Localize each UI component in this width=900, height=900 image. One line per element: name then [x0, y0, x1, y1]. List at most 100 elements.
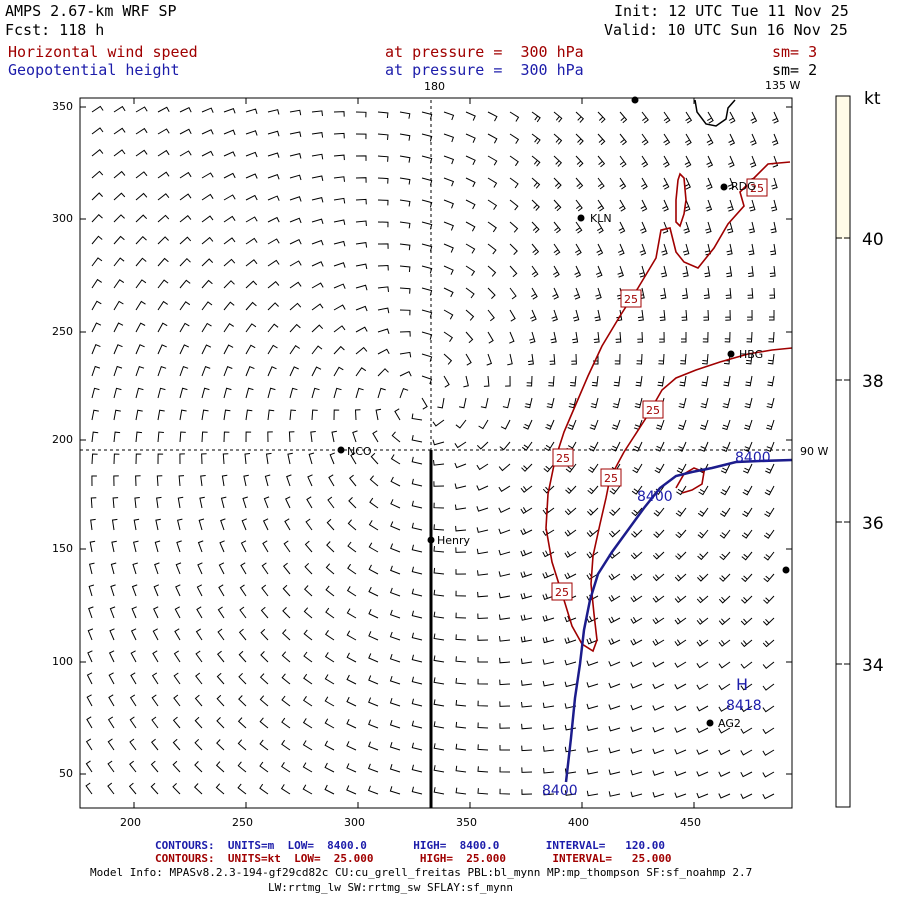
wind-barb	[421, 199, 433, 208]
wind-barb	[86, 716, 93, 729]
wind-barb	[346, 763, 357, 773]
wind-barb	[157, 365, 167, 377]
wind-barb	[455, 569, 467, 575]
wind-barb	[520, 507, 533, 514]
wind-barb	[487, 133, 498, 144]
wind-barb	[639, 265, 646, 278]
wind-barb	[608, 682, 621, 689]
wind-barb	[389, 764, 401, 773]
field2-smoothing: sm= 2	[772, 61, 818, 79]
wind-barb	[151, 672, 159, 685]
wind-barb	[487, 155, 498, 166]
wind-barb	[742, 485, 753, 496]
wind-barb	[564, 746, 577, 753]
wind-barb	[463, 375, 469, 388]
wind-barb	[259, 739, 269, 751]
wind-barb	[682, 243, 690, 256]
plot-frame	[79, 97, 793, 809]
wind-barb	[630, 595, 643, 603]
wind-contour-label: 25	[551, 582, 573, 601]
wind-barb	[542, 636, 555, 644]
wind-barb	[346, 652, 357, 663]
wind-barb	[91, 213, 103, 223]
wind-barb	[498, 528, 511, 535]
wind-barb	[333, 283, 346, 289]
contour-info-height: CONTOURS: UNITS=m LOW= 8400.0 HIGH= 8400…	[155, 839, 665, 852]
wind-barb	[197, 540, 204, 553]
wind-barb	[432, 419, 445, 427]
wind-barb	[237, 761, 247, 773]
forecast-hour: Fcst: 118 h	[5, 21, 105, 39]
wind-barb	[331, 430, 337, 443]
wind-barb	[377, 264, 389, 271]
wind-barb	[311, 324, 324, 333]
wind-barb	[262, 540, 269, 553]
wind-barb	[377, 155, 389, 162]
wind-barb	[509, 199, 519, 211]
wind-barb	[455, 699, 467, 707]
wind-barb	[455, 743, 467, 751]
wind-barb	[674, 749, 687, 755]
wind-barb	[771, 133, 779, 146]
height-contours	[564, 458, 793, 783]
wind-barb	[368, 675, 379, 685]
wind-barb	[674, 617, 687, 625]
wind-barb	[637, 309, 644, 322]
wind-barb	[311, 261, 324, 267]
wind-barb	[289, 260, 302, 267]
wind-barb	[520, 485, 533, 493]
coastline	[694, 99, 736, 127]
wind-barb	[696, 661, 709, 669]
wind-barb	[283, 540, 291, 553]
wind-barb	[355, 367, 367, 377]
station-label-kln: KLN	[590, 212, 612, 225]
wind-barb	[476, 463, 489, 471]
wind-barb	[368, 741, 379, 751]
wind-barb	[135, 409, 143, 421]
wind-barb	[333, 197, 346, 204]
wind-barb	[242, 496, 248, 509]
y-tick-250: 250	[52, 325, 73, 338]
wind-barb	[700, 397, 709, 409]
wind-barb	[699, 441, 709, 452]
wind-barb	[542, 593, 555, 601]
wind-barb	[719, 551, 731, 561]
wind-barb	[520, 636, 533, 643]
wind-barb	[685, 111, 693, 124]
wind-barb	[619, 133, 628, 146]
wind-barb	[762, 661, 775, 670]
wind-barb	[531, 133, 541, 145]
wind-barb	[465, 199, 476, 210]
height-label-2: 8400	[735, 450, 771, 466]
wind-barb	[768, 331, 775, 343]
wind-barb	[531, 265, 539, 278]
wind-barb	[433, 567, 445, 575]
wind-barb	[610, 441, 621, 452]
wind-barb	[741, 551, 753, 561]
wind-barb	[369, 475, 379, 487]
wind-barb	[113, 344, 123, 355]
wind-barb	[575, 133, 584, 145]
wind-barb	[597, 133, 606, 146]
wind-barb	[107, 782, 115, 795]
wind-barb	[443, 309, 454, 320]
wind-barb	[153, 584, 159, 597]
wind-barb	[333, 219, 346, 225]
wind-barb	[765, 441, 775, 452]
wind-barb	[443, 287, 454, 298]
wind-barb	[523, 419, 533, 430]
wind-barb	[245, 259, 258, 267]
wind-barb	[726, 221, 734, 234]
wind-barb	[311, 345, 323, 355]
wind-barb	[389, 720, 401, 729]
wind-barb	[748, 221, 756, 234]
wind-barb	[542, 724, 555, 730]
wind-barb	[728, 155, 735, 168]
wind-barb	[747, 309, 753, 321]
wind-barb	[657, 375, 665, 387]
wind-barb	[597, 221, 604, 234]
wind-barb	[245, 130, 258, 136]
wind-barb	[411, 435, 423, 443]
wind-barb	[377, 307, 390, 314]
wind-barb	[699, 419, 709, 431]
